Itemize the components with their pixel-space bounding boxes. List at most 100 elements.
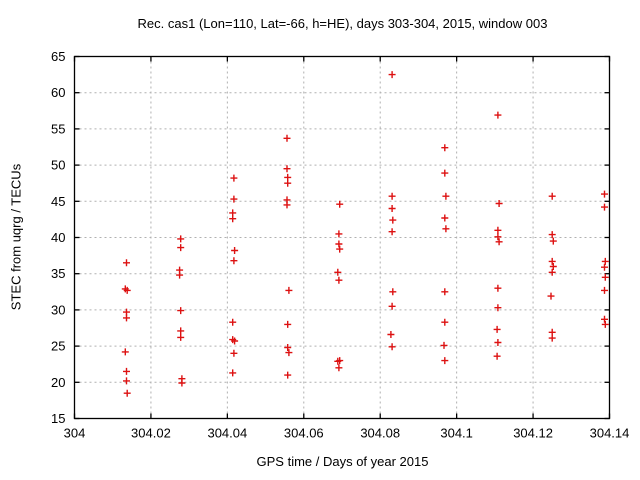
data-point (334, 268, 342, 276)
data-point (177, 235, 185, 243)
data-point (495, 200, 503, 207)
data-point (229, 318, 237, 326)
data-point (123, 259, 130, 267)
data-point (601, 273, 609, 281)
data-point (178, 379, 186, 387)
data-point (389, 216, 397, 224)
data-point (441, 357, 449, 365)
data-point (441, 169, 449, 177)
data-point (441, 318, 449, 326)
data-point (229, 215, 237, 223)
data-point (441, 144, 449, 152)
data-point (601, 320, 609, 328)
data-point (177, 244, 185, 252)
data-point (387, 331, 395, 338)
x-axis-label: GPS time / Days of year 2015 (256, 454, 429, 469)
data-point (123, 367, 130, 375)
y-tick-label: 55 (51, 121, 65, 136)
data-point (601, 315, 608, 323)
data-point (388, 205, 396, 212)
data-point (285, 286, 293, 294)
data-point (441, 214, 449, 222)
data-point (231, 337, 239, 345)
data-point (601, 190, 608, 198)
data-point (123, 314, 130, 322)
data-point (230, 195, 238, 203)
chart-title: Rec. cas1 (Lon=110, Lat=-66, h=HE), days… (137, 16, 548, 31)
data-point (494, 304, 502, 312)
data-point (123, 389, 131, 397)
data-point (121, 348, 129, 356)
data-point (601, 203, 608, 211)
data-point (335, 276, 343, 284)
data-point (229, 369, 237, 377)
data-point (601, 263, 608, 271)
data-point (177, 333, 185, 341)
data-point (495, 238, 503, 246)
x-tick-label: 304.04 (207, 426, 247, 441)
data-point (388, 71, 396, 79)
data-point (547, 292, 555, 300)
data-point (388, 302, 396, 310)
y-tick-label: 45 (51, 194, 65, 209)
y-tick-label: 25 (51, 339, 65, 354)
x-tick-label: 304.06 (284, 426, 324, 441)
y-tick-label: 20 (51, 375, 65, 390)
data-point (440, 341, 448, 349)
data-point (601, 286, 608, 294)
data-point (284, 179, 292, 187)
data-point (176, 271, 184, 279)
data-point (284, 320, 292, 328)
data-point (548, 257, 556, 265)
data-point (123, 286, 131, 294)
data-point (494, 339, 502, 346)
data-point (230, 257, 238, 265)
data-point (548, 268, 556, 276)
y-tick-label: 30 (51, 302, 65, 317)
x-tick-label: 304 (64, 426, 86, 441)
y-tick-label: 15 (51, 411, 65, 426)
data-point (494, 226, 502, 234)
x-tick-label: 304.12 (513, 426, 553, 441)
data-point (494, 111, 502, 119)
data-point (494, 233, 502, 241)
data-point (285, 349, 293, 357)
data-point (283, 134, 291, 142)
y-tick-label: 60 (51, 85, 65, 100)
x-tick-label: 304.02 (131, 426, 171, 441)
data-point (548, 334, 556, 342)
data-point (231, 247, 239, 254)
data-point (334, 357, 342, 365)
y-tick-label: 50 (51, 158, 65, 173)
x-tick-label: 304.1 (440, 426, 473, 441)
x-tick-label: 304.14 (590, 426, 630, 441)
data-point (283, 201, 291, 209)
data-point (284, 371, 292, 379)
data-point (123, 377, 130, 385)
data-point (336, 200, 344, 208)
data-point (601, 257, 609, 265)
data-point (177, 327, 185, 335)
y-tick-label: 65 (51, 49, 65, 64)
data-point (335, 230, 343, 238)
data-point (442, 225, 450, 233)
data-point (389, 288, 397, 296)
data-point (549, 237, 557, 245)
data-point (283, 165, 291, 173)
data-point (230, 349, 238, 357)
y-tick-label: 40 (51, 230, 65, 245)
y-tick-label: 35 (51, 266, 65, 281)
data-point (493, 325, 501, 333)
data-point (548, 231, 556, 239)
data-point (388, 192, 396, 200)
data-point (548, 192, 556, 200)
data-point (494, 284, 502, 292)
data-point (177, 307, 185, 315)
data-point (388, 228, 396, 236)
data-point (442, 192, 450, 200)
data-point (388, 343, 396, 351)
data-point (335, 364, 343, 372)
data-point (336, 245, 344, 253)
data-point (441, 288, 449, 296)
